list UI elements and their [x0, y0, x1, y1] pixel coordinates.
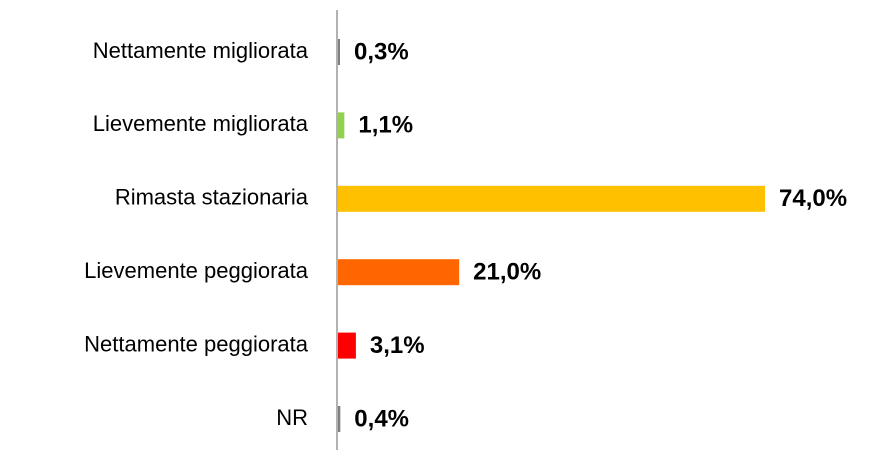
bar [338, 185, 765, 212]
bar [338, 406, 341, 432]
value-label: 0,3% [354, 38, 409, 65]
bar [338, 332, 356, 359]
value-label: 0,4% [354, 405, 409, 432]
value-label: 74,0% [779, 185, 847, 212]
value-label: 3,1% [370, 332, 425, 359]
category-label: NR [276, 405, 308, 430]
category-label: Nettamente migliorata [93, 38, 309, 63]
bar [338, 259, 460, 286]
category-label: Rimasta stazionaria [115, 185, 309, 210]
category-label: Lievemente migliorata [93, 111, 309, 136]
category-label: Nettamente peggiorata [84, 331, 309, 356]
bar [338, 112, 345, 139]
bar [338, 39, 340, 65]
value-label: 21,0% [473, 259, 541, 286]
category-label: Lievemente peggiorata [84, 258, 309, 283]
value-label: 1,1% [358, 112, 413, 139]
